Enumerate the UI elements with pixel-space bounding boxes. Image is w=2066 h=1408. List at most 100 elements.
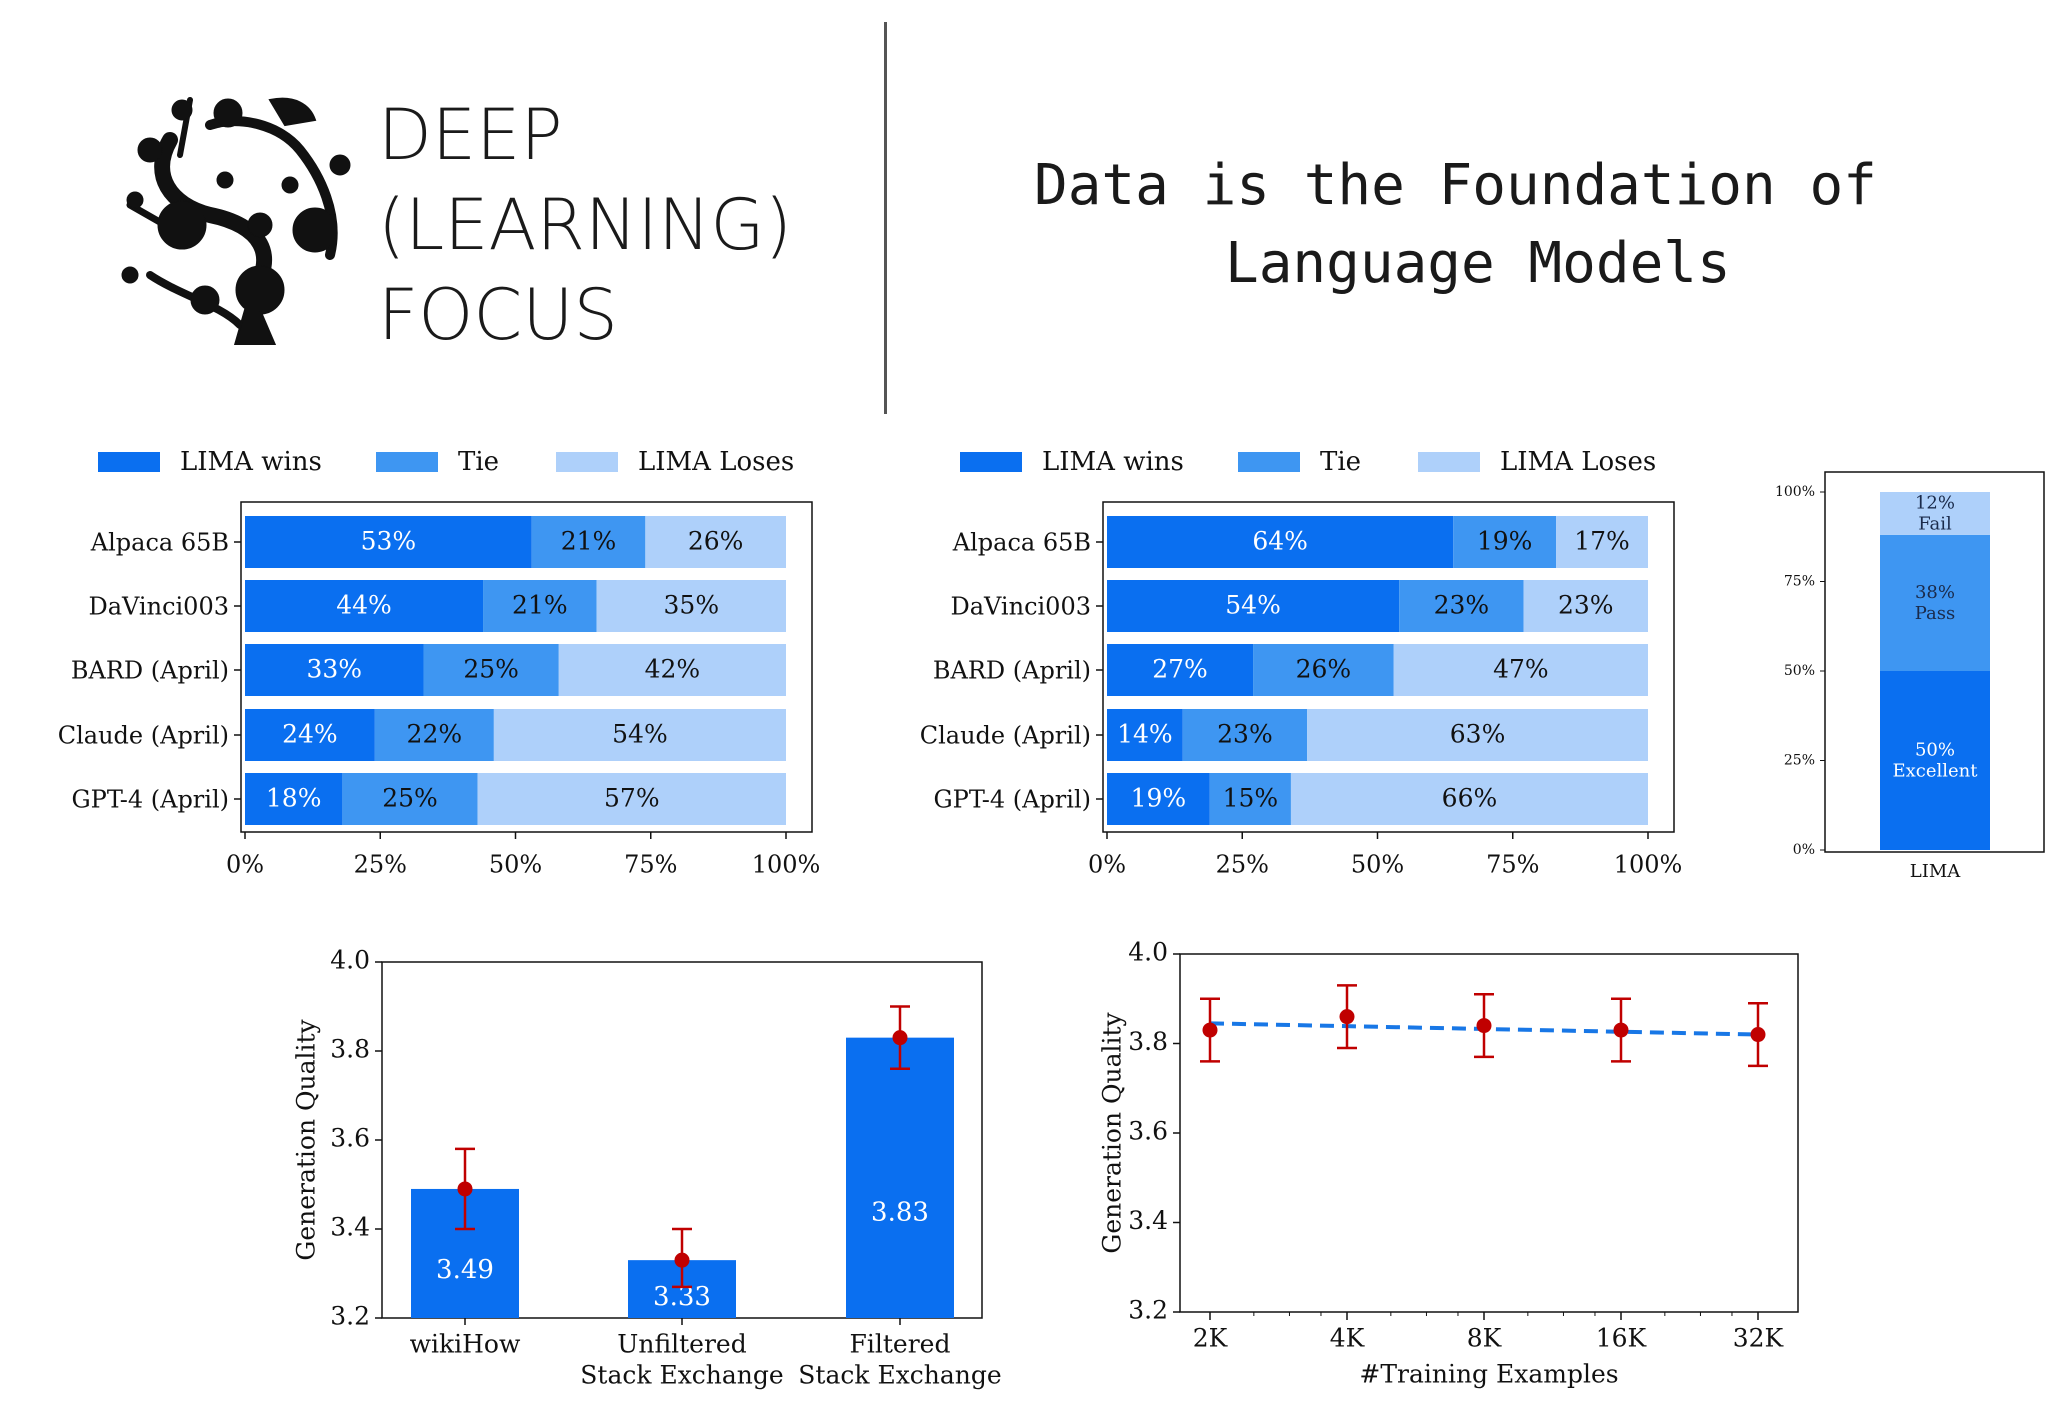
bar-segment (596, 580, 786, 632)
data-label: 15% (1223, 784, 1279, 813)
y-tick-label: 0% (1793, 842, 1815, 858)
y-tick-label: 4.0 (330, 946, 370, 975)
legend-label: Tie (458, 447, 499, 477)
data-label: Excellent (1892, 761, 1978, 782)
data-label: 26% (1296, 655, 1352, 684)
data-label: 21% (561, 527, 617, 556)
chart-human-preference: LIMA wins Tie LIMA Loses 53% 21% 26% Alpaca 65… (58, 447, 821, 879)
point-marker (1750, 1027, 1766, 1043)
data-label: 19% (1477, 527, 1533, 556)
brand-line-2: (LEARNING) (378, 184, 792, 266)
data-label: 33% (306, 655, 362, 684)
data-label: 19% (1131, 784, 1187, 813)
header-divider (884, 22, 887, 414)
data-label: 66% (1442, 784, 1498, 813)
bar-segment (1399, 580, 1524, 632)
x-tick-label: 25% (354, 851, 407, 879)
bar (846, 1037, 954, 1318)
chart-data-source-quality: 3.2 3.4 3.6 3.8 4.0 Generation Quality 3.49 wik… (292, 946, 1002, 1390)
legend-label: Tie (1320, 447, 1361, 477)
bar-segment (1209, 773, 1291, 825)
bar-segment (245, 580, 484, 632)
data-label: 25% (382, 784, 438, 813)
bar-segment (374, 709, 494, 761)
x-tick-label: 25% (1216, 851, 1269, 879)
point-marker (457, 1181, 473, 1197)
bar-segment (423, 644, 559, 696)
data-label: Pass (1915, 603, 1956, 624)
legend-swatch (1418, 452, 1480, 472)
data-label: 35% (664, 591, 720, 620)
bar-segment (1107, 516, 1454, 568)
x-tick-label: 4K (1330, 1324, 1366, 1353)
x-tick-label: 75% (1486, 851, 1539, 879)
y-tick-label: 3.4 (330, 1213, 370, 1242)
data-label: 23% (1434, 591, 1490, 620)
y-tick-label: 3.4 (1128, 1206, 1168, 1235)
x-tick-label: 50% (1351, 851, 1404, 879)
x-tick-label: 0% (1088, 851, 1126, 879)
data-label: 38% (1915, 582, 1955, 603)
data-label: 27% (1152, 655, 1208, 684)
bar-segment (342, 773, 478, 825)
y-tick-label: 3.2 (330, 1302, 370, 1331)
point-marker (1476, 1018, 1492, 1034)
bar-segment (1453, 516, 1557, 568)
data-label: 57% (604, 784, 660, 813)
y-tick-label: GPT-4 (April) (72, 786, 230, 814)
legend-label: LIMA wins (180, 447, 322, 477)
data-label: 54% (1225, 591, 1281, 620)
y-tick-label: 25% (1784, 753, 1815, 769)
y-tick-label: Claude (April) (920, 722, 1091, 750)
y-tick-label: 75% (1784, 574, 1815, 590)
y-tick-label: 3.6 (330, 1124, 370, 1153)
bar-segment (1880, 534, 1990, 671)
y-tick-label: BARD (April) (933, 657, 1091, 685)
bar-segment (1107, 644, 1254, 696)
plot-frame (240, 501, 813, 833)
bar-segment (1523, 580, 1648, 632)
x-tick-label: Filtered (850, 1330, 951, 1359)
y-tick-label: DaVinci003 (950, 593, 1091, 621)
bar-segment (1107, 580, 1400, 632)
x-tick-label: 75% (624, 851, 677, 879)
data-label: 3.83 (871, 1197, 929, 1227)
point-marker (1202, 1022, 1218, 1038)
x-tick-label: 0% (226, 851, 264, 879)
brand-logo (121, 97, 351, 345)
bar-segment (1107, 709, 1183, 761)
legend-swatch (960, 452, 1022, 472)
bar-segment (477, 773, 786, 825)
x-axis-label: #Training Examples (1359, 1360, 1618, 1389)
plot-frame (1824, 471, 2045, 853)
legend-swatch (1238, 452, 1300, 472)
point-marker (1339, 1009, 1355, 1025)
x-tick-label: 32K (1733, 1324, 1785, 1353)
data-label: 21% (512, 591, 568, 620)
bar-segment (558, 644, 786, 696)
headline-line-1: Data is the Foundation of (1034, 153, 1877, 218)
x-tick-label: 16K (1596, 1324, 1648, 1353)
x-tick-label: 8K (1467, 1324, 1503, 1353)
bar-segment (1182, 709, 1308, 761)
brand-line-1: DEEP (378, 94, 563, 176)
chart-lima-absolute: 50%Excellent38%Pass12%Fail0%25%50%75%100… (1775, 471, 2045, 882)
brand-line-3: FOCUS (378, 274, 618, 356)
y-tick-label: Alpaca 65B (90, 529, 229, 557)
y-tick-label: 3.6 (1128, 1117, 1168, 1146)
data-label: 25% (463, 655, 519, 684)
data-label: 23% (1558, 591, 1614, 620)
x-tick-label: 100% (1614, 851, 1683, 879)
y-axis-label: Generation Quality (1098, 1011, 1127, 1253)
bar-segment (245, 644, 424, 696)
data-label: 12% (1915, 492, 1955, 513)
bar-segment (1393, 644, 1648, 696)
chart-training-size-quality: 3.2 3.4 3.6 3.8 4.0 Generation Quality 2K 4K 8K 1… (1098, 938, 1799, 1389)
legend-swatch (376, 452, 438, 472)
y-tick-label: Alpaca 65B (952, 529, 1091, 557)
bar-segment (1880, 492, 1990, 535)
point-marker (892, 1030, 908, 1046)
legend-swatch (98, 452, 160, 472)
y-tick-label: Claude (April) (58, 722, 229, 750)
data-label: 44% (336, 591, 392, 620)
